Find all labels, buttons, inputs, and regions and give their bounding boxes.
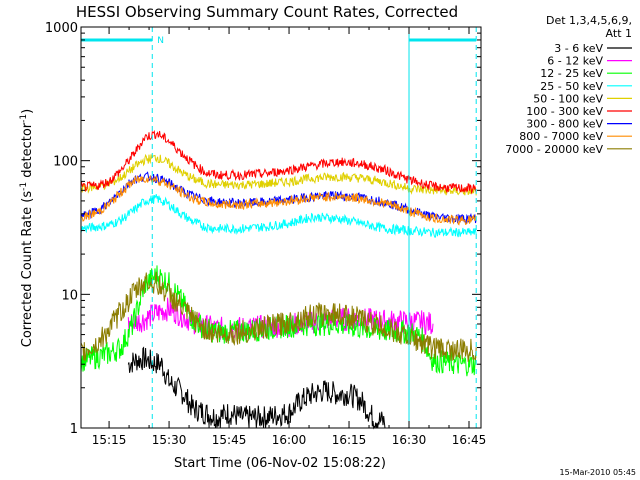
legend-header-line-1: Det 1,3,4,5,6,9, <box>546 14 632 27</box>
series-line-3 <box>80 194 477 238</box>
series-line-7 <box>80 174 477 226</box>
night-marker-label: N <box>157 36 164 46</box>
legend-label: 25 - 50 keV <box>540 80 603 93</box>
x-tick-label: 16:30 <box>392 433 427 447</box>
plot-area: N <box>80 27 477 430</box>
legend-label: 7000 - 20000 keV <box>505 143 603 156</box>
y-axis-label: Corrected Count Rate (s-1 detector-1) <box>19 109 35 347</box>
legend-label: 6 - 12 keV <box>547 55 603 68</box>
legend-label: 50 - 100 keV <box>533 92 603 105</box>
y-axis-label-exp1: -1 <box>19 182 29 191</box>
y-axis-label-exp2: -1 <box>19 114 29 123</box>
y-axis: 1 10 100 1000 <box>45 21 481 437</box>
y-tick-label: 100 <box>53 155 78 170</box>
legend-label: 800 - 7000 keV <box>519 130 603 143</box>
y-axis-label-main: Corrected Count Rate (s <box>20 191 35 348</box>
legend-label: 100 - 300 keV <box>526 105 603 118</box>
y-tick-label: 1000 <box>45 21 78 36</box>
legend-label: 3 - 6 keV <box>554 42 603 55</box>
footer-date: 15-Mar-2010 05:45 <box>560 468 637 477</box>
x-tick-label: 15:45 <box>212 433 247 447</box>
x-tick-label: 15:30 <box>152 433 187 447</box>
legend-header-line-2: Att 1 <box>606 27 632 40</box>
x-tick-label: 16:45 <box>452 433 487 447</box>
plot-frame <box>80 26 482 429</box>
legend-label: 12 - 25 keV <box>540 67 603 80</box>
legend-label: 300 - 800 keV <box>526 118 603 131</box>
chart-title: HESSI Observing Summary Count Rates, Cor… <box>76 3 458 21</box>
y-axis-label-close: ) <box>20 109 35 114</box>
y-tick-label: 1 <box>70 422 78 437</box>
y-axis-label-mid: detector <box>20 122 35 182</box>
series-line-0 <box>127 346 386 430</box>
x-tick-label: 16:00 <box>272 433 307 447</box>
x-axis: 15:15 15:30 15:45 16:00 16:15 16:30 16:45 <box>92 27 487 447</box>
y-tick-label: 10 <box>61 288 78 303</box>
series-line-8 <box>80 271 477 362</box>
x-tick-label: 15:15 <box>92 433 127 447</box>
x-axis-label: Start Time (06-Nov-02 15:08:22) <box>174 456 386 471</box>
series-line-5 <box>80 129 477 195</box>
series-line-4 <box>80 153 477 196</box>
x-tick-label: 16:15 <box>332 433 367 447</box>
